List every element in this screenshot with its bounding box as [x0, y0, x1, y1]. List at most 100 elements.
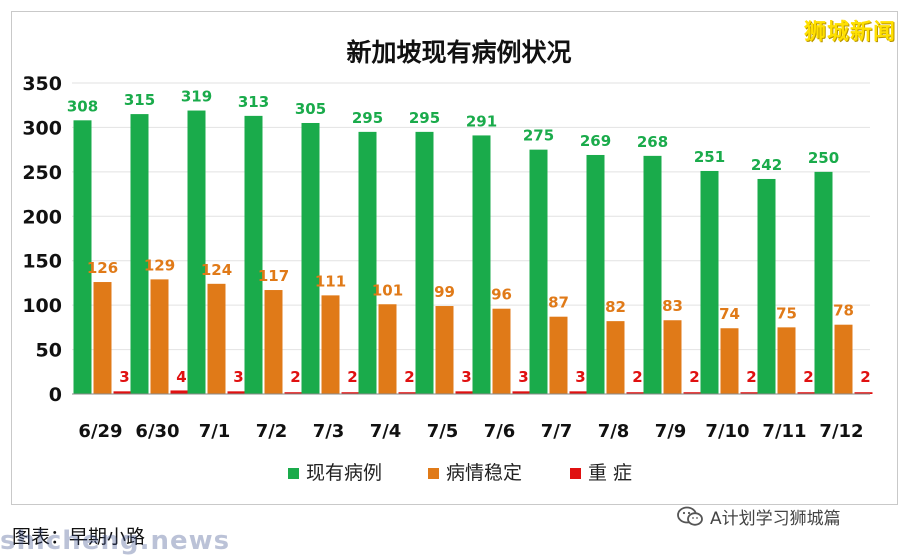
- brand-logo: 狮城新闻: [803, 20, 896, 45]
- y-tick-label: 0: [49, 384, 62, 406]
- bar-3: [170, 390, 189, 394]
- bar-3: [512, 391, 531, 394]
- data-label: 78: [833, 302, 854, 320]
- wechat-icon: [677, 506, 703, 526]
- bar-1: [700, 170, 719, 394]
- bar-2: [492, 308, 511, 394]
- data-label: 3: [461, 368, 471, 386]
- wechat-label: A计划学习狮城篇: [710, 508, 841, 529]
- data-label: 313: [238, 93, 269, 111]
- data-label: 2: [290, 368, 300, 386]
- wechat-account: A计划学习狮城篇: [676, 503, 841, 529]
- data-label: 315: [124, 91, 155, 109]
- data-label: 2: [746, 368, 756, 386]
- bar-3: [683, 392, 702, 394]
- data-label: 83: [662, 297, 683, 315]
- bar-1: [73, 120, 92, 394]
- bar-1: [415, 131, 434, 394]
- bar-2: [321, 295, 340, 394]
- chart-title: 新加坡现有病例状况: [346, 38, 571, 67]
- bar-2: [93, 282, 112, 394]
- data-label: 275: [523, 127, 554, 145]
- data-label: 82: [605, 298, 626, 316]
- x-tick-label: 7/10: [705, 421, 749, 442]
- chart-frame: 新加坡现有病例状况 308 126 3 315 129 4 319 124 3 313 117 2 30…: [11, 11, 898, 505]
- y-tick-label: 50: [36, 340, 62, 362]
- y-tick-label: 200: [22, 206, 62, 228]
- data-label: 2: [803, 368, 813, 386]
- x-tick-label: 6/30: [135, 421, 179, 442]
- bar-2: [150, 279, 169, 394]
- bar-2: [720, 328, 739, 394]
- bar-2: [264, 290, 283, 394]
- bar-2: [207, 283, 226, 394]
- bar-3: [740, 392, 759, 394]
- x-tick-label: 7/7: [541, 421, 573, 442]
- bar-2: [777, 327, 796, 394]
- bar-2: [834, 324, 853, 394]
- data-label: 111: [315, 272, 346, 290]
- data-label: 101: [372, 281, 403, 299]
- figure-caption: 图表：早期小路: [12, 526, 146, 548]
- x-tick-label: 6/29: [78, 421, 122, 442]
- data-label: 2: [347, 368, 357, 386]
- data-label: 3: [119, 368, 129, 386]
- y-tick-label: 350: [22, 73, 62, 95]
- x-tick-label: 7/4: [370, 421, 402, 442]
- bar-2: [378, 304, 397, 394]
- data-label: 268: [637, 133, 668, 151]
- data-label: 308: [67, 97, 98, 115]
- data-label: 126: [87, 259, 118, 277]
- data-label: 2: [404, 368, 414, 386]
- bar-1: [472, 135, 491, 394]
- bar-3: [797, 392, 816, 394]
- watermark: shicheng.news: [0, 526, 231, 556]
- x-tick-label: 7/3: [313, 421, 345, 442]
- bar-1: [130, 114, 149, 394]
- data-label: 2: [689, 368, 699, 386]
- legend-label: 重 症: [588, 462, 632, 484]
- data-label: 2: [632, 368, 642, 386]
- bar-3: [398, 392, 417, 394]
- bar-3: [113, 391, 132, 394]
- data-label: 3: [575, 368, 585, 386]
- bar-3: [626, 392, 645, 394]
- data-label: 124: [201, 261, 232, 279]
- data-label: 3: [233, 368, 243, 386]
- bar-3: [455, 391, 474, 394]
- bar-2: [606, 321, 625, 394]
- bar-3: [854, 392, 873, 394]
- bar-2: [663, 320, 682, 394]
- bar-1: [187, 110, 206, 394]
- data-label: 74: [719, 305, 740, 323]
- bar-3: [284, 392, 303, 394]
- data-label: 295: [409, 109, 440, 127]
- legend-swatch: [288, 468, 299, 479]
- bar-1: [301, 122, 320, 394]
- data-label: 319: [181, 88, 212, 106]
- x-tick-label: 7/6: [484, 421, 516, 442]
- data-label: 251: [694, 148, 725, 166]
- bar-3: [227, 391, 246, 394]
- bar-1: [757, 178, 776, 394]
- x-tick-label: 7/8: [598, 421, 630, 442]
- data-label: 291: [466, 112, 497, 130]
- data-label: 3: [518, 368, 528, 386]
- data-label: 269: [580, 132, 611, 150]
- y-tick-label: 150: [22, 251, 62, 273]
- bar-1: [358, 131, 377, 394]
- data-label: 117: [258, 267, 289, 285]
- bar-3: [569, 391, 588, 394]
- x-tick-label: 7/9: [655, 421, 687, 442]
- x-tick-label: 7/2: [256, 421, 288, 442]
- data-label: 99: [434, 283, 455, 301]
- bar-1: [586, 154, 605, 394]
- x-tick-label: 7/5: [427, 421, 459, 442]
- legend-label: 病情稳定: [446, 462, 522, 484]
- y-tick-label: 300: [22, 117, 62, 139]
- y-tick-label: 100: [22, 295, 62, 317]
- data-label: 96: [491, 286, 512, 304]
- data-label: 75: [776, 304, 797, 322]
- bar-chart: 新加坡现有病例状况 308126331512943191243313117230…: [22, 38, 873, 484]
- legend-swatch: [428, 468, 439, 479]
